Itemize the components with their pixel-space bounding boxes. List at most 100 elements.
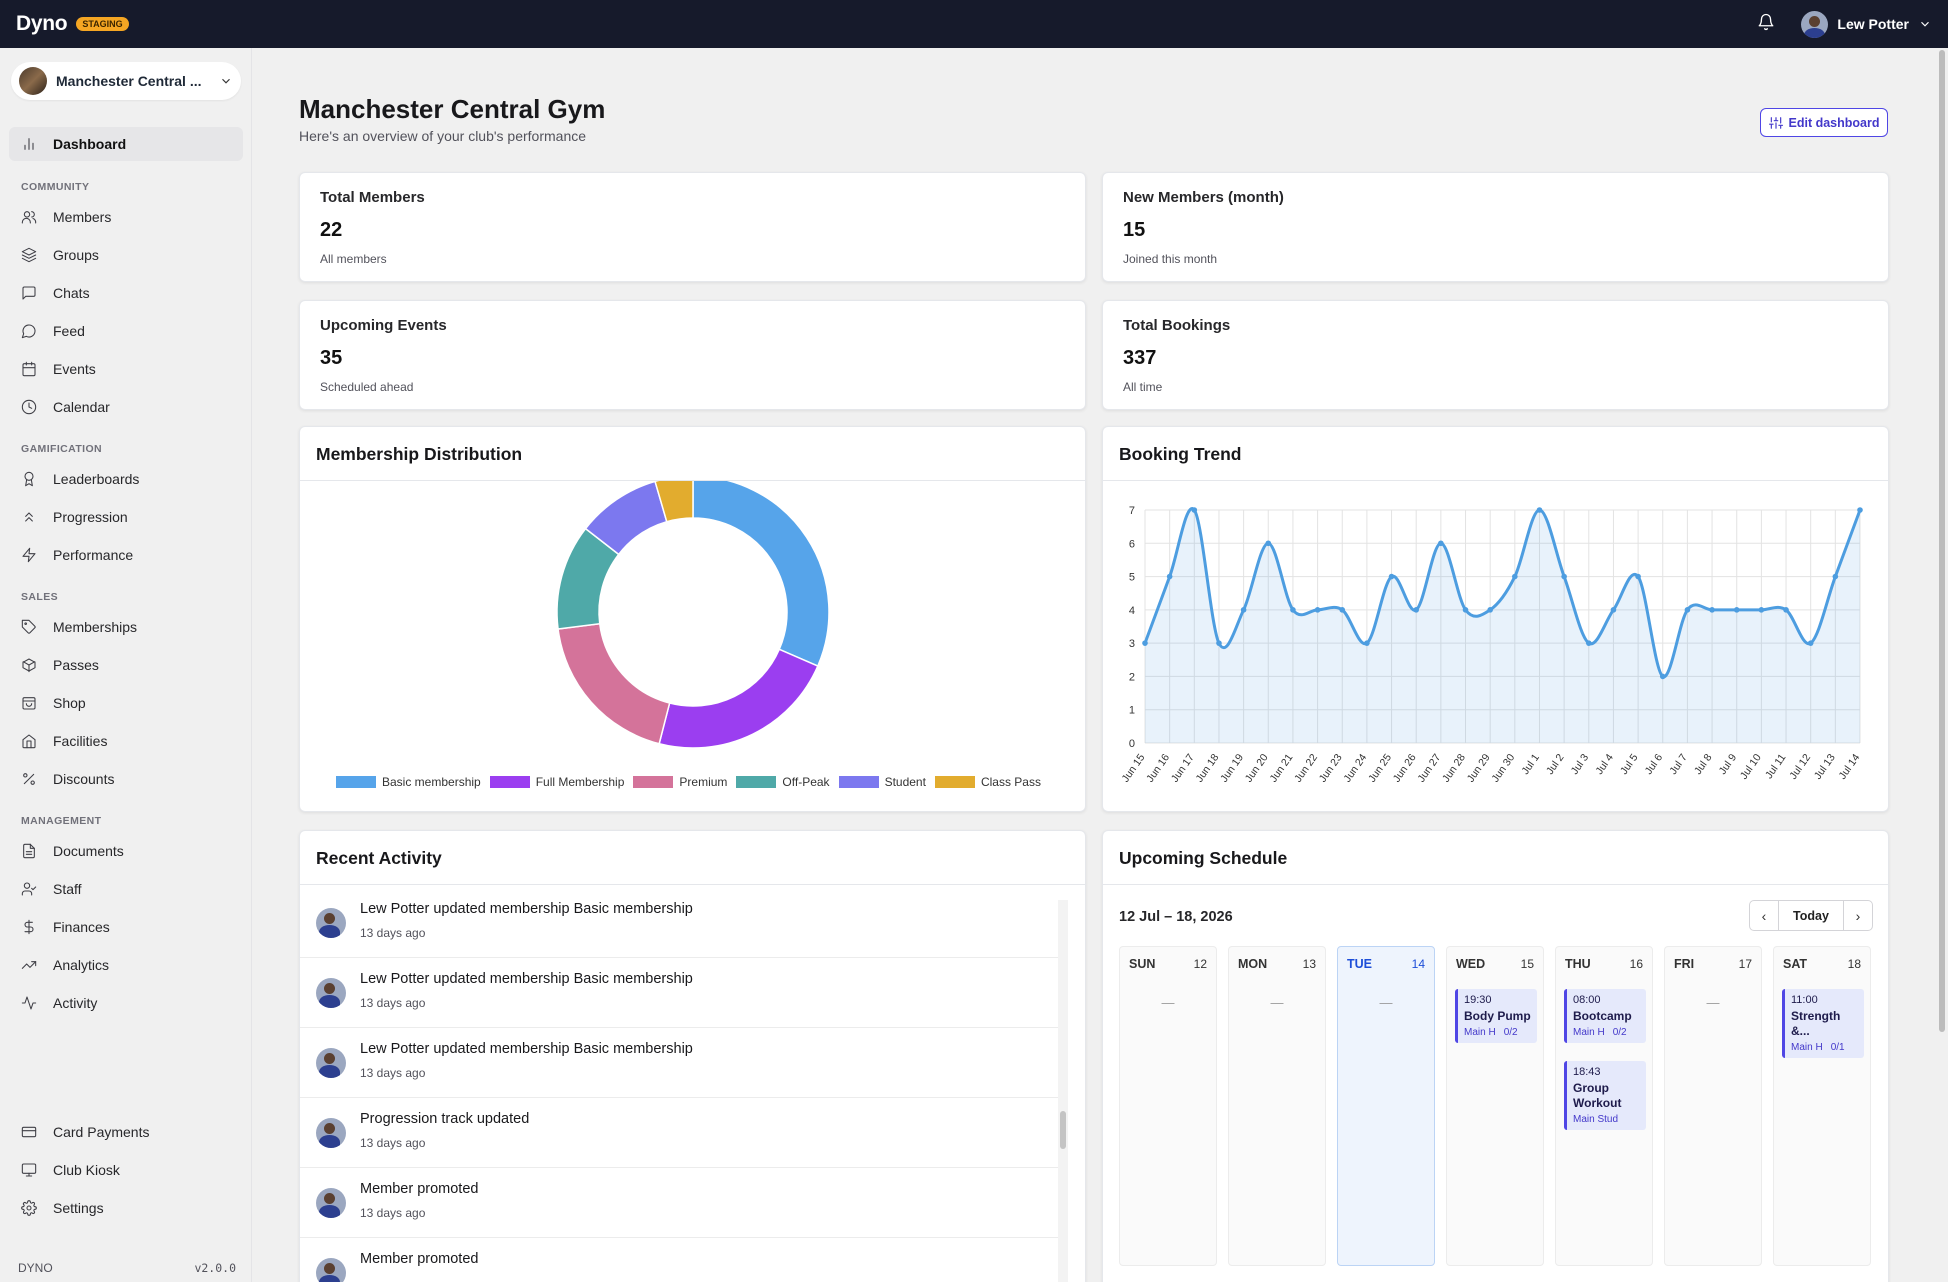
trend-point	[1758, 607, 1765, 613]
section-management: MANAGEMENT	[21, 815, 102, 827]
trend-point	[1388, 573, 1395, 580]
version-label: v2.0.0	[194, 1261, 236, 1275]
activity-item[interactable]: Lew Potter updated membership Basic memb…	[300, 1028, 1060, 1098]
edit-dashboard-button[interactable]: Edit dashboard	[1760, 108, 1888, 137]
x-tick-label: Jul 4	[1593, 752, 1616, 777]
day-name: SUN	[1129, 957, 1156, 971]
settings-icon	[21, 1200, 37, 1216]
event-card[interactable]: 11:00 Strength &... Main H 0/1	[1782, 989, 1864, 1058]
activity-scrollbar-thumb[interactable]	[1060, 1111, 1066, 1149]
divider	[300, 884, 1085, 885]
sidebar-item-card-payments[interactable]: Card Payments	[9, 1115, 243, 1149]
x-tick-label: Jun 26	[1391, 752, 1419, 785]
event-capacity: 0/1	[1830, 1042, 1845, 1053]
sidebar-item-groups[interactable]: Groups	[9, 238, 243, 272]
sidebar-item-facilities[interactable]: Facilities	[9, 724, 243, 758]
page-title: Manchester Central Gym	[299, 94, 606, 124]
sidebar-item-documents[interactable]: Documents	[9, 834, 243, 868]
legend-item[interactable]: Class Pass	[934, 775, 1041, 789]
day-column-sat[interactable]: SAT 18 11:00 Strength &... Main H 0/1	[1773, 946, 1871, 1266]
chevron-left-icon[interactable]: ‹	[1761, 907, 1767, 924]
day-column-wed[interactable]: WED 15 19:30 Body Pump Main H 0/2	[1446, 946, 1544, 1266]
sidebar-item-events[interactable]: Events	[9, 352, 243, 386]
app-logo[interactable]: Dyno	[16, 12, 68, 35]
sidebar-item-analytics[interactable]: Analytics	[9, 948, 243, 982]
stat-value: 22	[320, 219, 343, 241]
activity-scrollbar-track[interactable]	[1058, 900, 1068, 1282]
day-column-sun[interactable]: SUN 12 —	[1119, 946, 1217, 1266]
chevron-right-icon[interactable]: ›	[1855, 907, 1861, 924]
page-scrollbar-thumb[interactable]	[1939, 50, 1945, 1032]
activity-item[interactable]: Lew Potter updated membership Basic memb…	[300, 958, 1060, 1028]
legend-label: Premium	[679, 775, 728, 789]
no-events-mark: —	[1379, 995, 1393, 1010]
day-name: FRI	[1674, 957, 1695, 971]
activity-text: Member promoted	[360, 1181, 479, 1197]
sidebar-item-feed[interactable]: Feed	[9, 314, 243, 348]
event-card[interactable]: 08:00 Bootcamp Main H 0/2	[1564, 989, 1646, 1043]
today-button[interactable]: Today	[1778, 901, 1844, 930]
day-column-mon[interactable]: MON 13 —	[1228, 946, 1326, 1266]
day-column-fri[interactable]: FRI 17 —	[1664, 946, 1762, 1266]
event-time: 08:00	[1573, 994, 1601, 1006]
activity-item[interactable]: Member promoted 13 days ago	[300, 1168, 1060, 1238]
trend-point	[1240, 607, 1247, 613]
x-tick-label: Jul 11	[1763, 752, 1789, 781]
sidebar-item-staff[interactable]: Staff	[9, 872, 243, 906]
x-tick-label: Jul 7	[1667, 752, 1690, 777]
day-name: SAT	[1783, 957, 1808, 971]
activity-item[interactable]: Member promoted	[300, 1238, 1060, 1282]
trend-point	[1290, 607, 1296, 613]
event-room: Main H	[1464, 1027, 1496, 1038]
sidebar-item-progression[interactable]: Progression	[9, 500, 243, 534]
sidebar-item-members[interactable]: Members	[9, 200, 243, 234]
sidebar-item-calendar[interactable]: Calendar	[9, 390, 243, 424]
trend-point	[1487, 607, 1493, 613]
message-circle-icon	[21, 324, 36, 339]
club-switcher[interactable]: Manchester Central ...	[11, 62, 241, 100]
stat-card-upcoming-events[interactable]: Upcoming Events 35 Scheduled ahead	[299, 300, 1086, 410]
event-time: 11:00	[1791, 994, 1818, 1006]
sidebar-item-finances[interactable]: Finances	[9, 910, 243, 944]
x-tick-label: Jun 20	[1243, 752, 1271, 785]
legend-item[interactable]: Full Membership	[489, 775, 624, 789]
x-tick-label: Jun 30	[1489, 752, 1517, 785]
sidebar-item-dashboard[interactable]: Dashboard	[9, 127, 243, 161]
sidebar-item-chats[interactable]: Chats	[9, 276, 243, 310]
day-column-thu[interactable]: THU 16 08:00 Bootcamp Main H 0/2 18:43 Group Wo…	[1555, 946, 1653, 1266]
event-card[interactable]: 19:30 Body Pump Main H 0/2	[1455, 989, 1537, 1043]
activity-item[interactable]: Lew Potter updated membership Basic memb…	[300, 888, 1060, 958]
sidebar-item-shop[interactable]: Shop	[9, 686, 243, 720]
event-card[interactable]: 18:43 Group Workout Main Stud	[1564, 1061, 1646, 1130]
legend-item[interactable]: Basic membership	[336, 775, 481, 789]
stat-card-new-members[interactable]: New Members (month) 15 Joined this month	[1102, 172, 1889, 282]
sidebar-item-memberships[interactable]: Memberships	[9, 610, 243, 644]
event-meta: Main Stud	[1573, 1114, 1640, 1125]
legend-item[interactable]: Student	[838, 775, 926, 789]
sidebar-item-club-kiosk[interactable]: Club Kiosk	[9, 1153, 243, 1187]
bell-icon[interactable]	[1757, 13, 1775, 36]
sidebar-item-discounts[interactable]: Discounts	[9, 762, 243, 796]
stat-card-total-members[interactable]: Total Members 22 All members	[299, 172, 1086, 282]
avatar	[316, 908, 346, 938]
day-name: WED	[1456, 957, 1486, 971]
sidebar-item-label: Club Kiosk	[53, 1162, 120, 1178]
stat-card-total-bookings[interactable]: Total Bookings 337 All time	[1102, 300, 1889, 410]
day-column-tue[interactable]: TUE 14 —	[1337, 946, 1435, 1266]
sidebar-item-passes[interactable]: Passes	[9, 648, 243, 682]
chart-legend: Basic membership Full Membership Premium Of…	[336, 775, 1041, 789]
sidebar-item-performance[interactable]: Performance	[9, 538, 243, 572]
legend-item[interactable]: Off-Peak	[736, 775, 830, 789]
legend-item[interactable]: Premium	[633, 775, 727, 789]
environment-badge: STAGING	[76, 17, 129, 31]
sidebar-item-leaderboards[interactable]: Leaderboards	[9, 462, 243, 496]
x-tick-label: Jun 27	[1415, 752, 1443, 785]
activity-item[interactable]: Progression track updated 13 days ago	[300, 1098, 1060, 1168]
sidebar-item-label: Passes	[53, 657, 99, 673]
user-menu[interactable]: Lew Potter	[1801, 10, 1932, 38]
y-tick-label: 3	[1129, 638, 1135, 650]
day-date: 17	[1738, 957, 1752, 971]
sidebar-item-settings[interactable]: Settings	[9, 1191, 243, 1225]
sidebar-item-activity[interactable]: Activity	[9, 986, 243, 1020]
